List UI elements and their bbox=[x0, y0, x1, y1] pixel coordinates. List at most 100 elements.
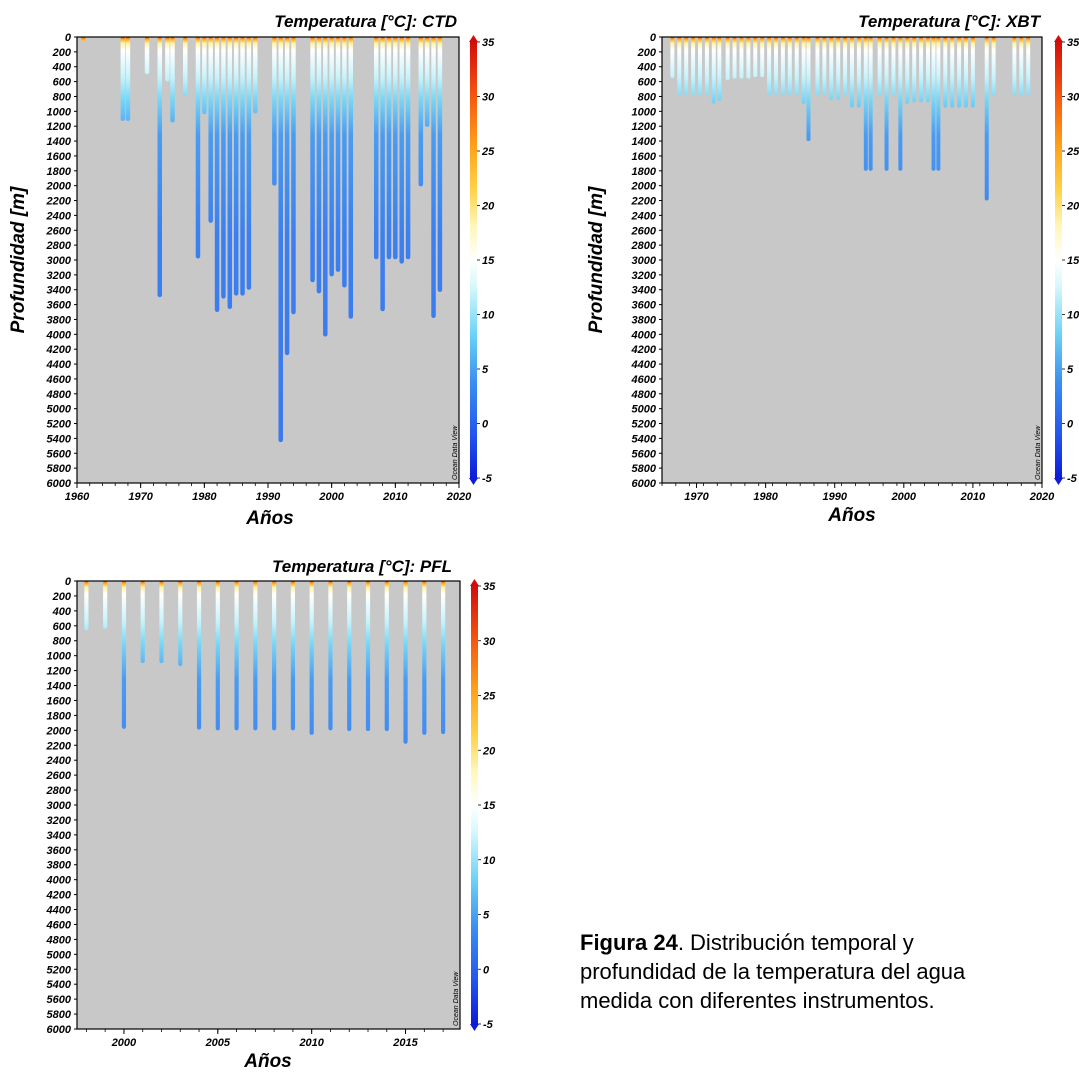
cast-bar bbox=[912, 37, 917, 103]
cast-bar bbox=[698, 37, 702, 95]
y-tick-label: 1400 bbox=[47, 681, 72, 693]
x-axis-label: Años bbox=[245, 508, 294, 529]
cast-bar bbox=[684, 37, 689, 95]
y-tick-label: 400 bbox=[637, 62, 657, 74]
y-tick-label: 3800 bbox=[632, 314, 657, 326]
colorbar-tick-label: 5 bbox=[483, 910, 490, 922]
y-tick-label: 3000 bbox=[47, 255, 72, 267]
chart-title: Temperatura [°C]: CTD bbox=[274, 12, 457, 31]
y-tick-label: 3600 bbox=[47, 845, 72, 857]
cast-bar bbox=[801, 37, 806, 104]
y-tick-label: 2200 bbox=[46, 196, 72, 208]
y-tick-label: 2400 bbox=[46, 755, 72, 767]
colorbar-tick-label: 35 bbox=[483, 581, 496, 593]
cast-bar bbox=[717, 37, 722, 101]
ocean-data-view-watermark: Ocean Data View bbox=[1035, 425, 1042, 480]
cast-bar bbox=[386, 37, 392, 260]
x-tick-label: 1970 bbox=[128, 491, 153, 503]
y-tick-label: 1400 bbox=[632, 136, 657, 148]
cast-bar bbox=[424, 37, 430, 127]
y-tick-label: 5600 bbox=[47, 994, 72, 1006]
cast-bar bbox=[329, 37, 334, 277]
colorbar-tick-label: 5 bbox=[482, 364, 489, 376]
y-tick-label: 4200 bbox=[46, 344, 72, 356]
x-tick-label: 2010 bbox=[960, 491, 986, 503]
cast-bar bbox=[691, 37, 696, 95]
cast-bar bbox=[1019, 37, 1024, 95]
cast-bar bbox=[291, 37, 296, 315]
cast-bar bbox=[868, 37, 873, 171]
cast-bar bbox=[732, 37, 737, 79]
y-tick-label: 4600 bbox=[46, 374, 72, 386]
cast-bar bbox=[121, 581, 127, 729]
y-tick-label: 5200 bbox=[632, 419, 657, 431]
y-tick-label: 200 bbox=[637, 47, 657, 59]
y-tick-label: 600 bbox=[53, 77, 72, 89]
cast-bar bbox=[159, 581, 164, 664]
x-tick-label: 2020 bbox=[1029, 491, 1055, 503]
cast-bar bbox=[856, 37, 861, 108]
cast-bar bbox=[905, 37, 910, 104]
cast-bar bbox=[182, 37, 188, 97]
cast-bar bbox=[310, 37, 315, 283]
cast-bar bbox=[863, 37, 868, 171]
y-tick-label: 0 bbox=[65, 576, 72, 588]
y-tick-label: 5600 bbox=[632, 448, 657, 460]
x-axis: 1970 1980 1990 2000 2010 2020 bbox=[661, 483, 1055, 503]
cast-bar bbox=[931, 37, 936, 171]
cast-bar bbox=[806, 37, 811, 142]
cast-bar bbox=[165, 37, 170, 82]
cast-bar bbox=[943, 37, 948, 108]
cast-bar bbox=[936, 37, 941, 171]
cast-bar bbox=[670, 37, 675, 78]
colorbar-tick-label: 15 bbox=[483, 800, 496, 812]
y-tick-label: 1000 bbox=[632, 106, 657, 118]
y-tick-label: 1200 bbox=[47, 666, 72, 678]
y-tick-label: 4000 bbox=[46, 329, 72, 341]
colorbar-tick-label: 5 bbox=[1067, 364, 1074, 376]
colorbar-min-arrow bbox=[470, 1024, 479, 1031]
cast-bar bbox=[746, 37, 751, 79]
colorbar-tick-label: 30 bbox=[482, 92, 495, 104]
y-tick-label: 4800 bbox=[46, 934, 72, 946]
cast-bar bbox=[335, 37, 341, 272]
colorbar-tick-label: 10 bbox=[1067, 310, 1079, 322]
y-tick-label: 2800 bbox=[46, 240, 72, 252]
chart-title: Temperatura [°C]: XBT bbox=[858, 12, 1041, 31]
colorbar-min-arrow bbox=[1054, 478, 1063, 485]
colorbar-tick-label: 25 bbox=[482, 691, 496, 703]
cast-bar bbox=[970, 37, 975, 108]
y-tick-label: 400 bbox=[52, 606, 72, 618]
y-tick-label: 0 bbox=[650, 32, 657, 44]
cast-bar bbox=[704, 37, 709, 95]
cast-bar bbox=[278, 37, 283, 443]
cast-bar bbox=[347, 581, 352, 732]
y-tick-label: 3200 bbox=[47, 270, 72, 282]
cast-bar bbox=[991, 37, 996, 95]
x-tick-label: 2010 bbox=[382, 491, 408, 503]
colorbar: 35 30 25 20 15 10 5 0 -5 bbox=[469, 35, 495, 485]
y-tick-label: 3400 bbox=[47, 285, 72, 297]
cast-bar bbox=[120, 37, 126, 121]
y-tick-label: 2200 bbox=[46, 740, 72, 752]
ocean-data-view-watermark: Ocean Data View bbox=[452, 425, 459, 480]
y-axis: 0 200 400 600 800 1000 1200 1400 1600 1800 2000 220… bbox=[46, 576, 77, 1036]
cast-bar bbox=[323, 37, 328, 337]
x-tick-label: 1990 bbox=[822, 491, 847, 503]
y-tick-label: 5200 bbox=[47, 964, 72, 976]
cast-bar bbox=[794, 37, 799, 95]
colorbar-tick-label: 30 bbox=[483, 636, 496, 648]
y-tick-label: 6000 bbox=[47, 1024, 72, 1036]
cast-bar bbox=[850, 37, 854, 108]
y-tick-label: 400 bbox=[52, 62, 72, 74]
colorbar-tick-label: 15 bbox=[1067, 255, 1079, 267]
colorbar-tick-label: 35 bbox=[482, 37, 495, 49]
cast-bar bbox=[227, 37, 233, 310]
cast-bar bbox=[84, 581, 89, 631]
colorbar-tick-label: 0 bbox=[1067, 419, 1074, 431]
y-tick-label: 6000 bbox=[47, 478, 72, 490]
cast-bar bbox=[437, 37, 443, 292]
cast-bar bbox=[877, 37, 882, 95]
y-tick-label: 5400 bbox=[47, 433, 72, 445]
colorbar-max-arrow bbox=[469, 35, 478, 42]
